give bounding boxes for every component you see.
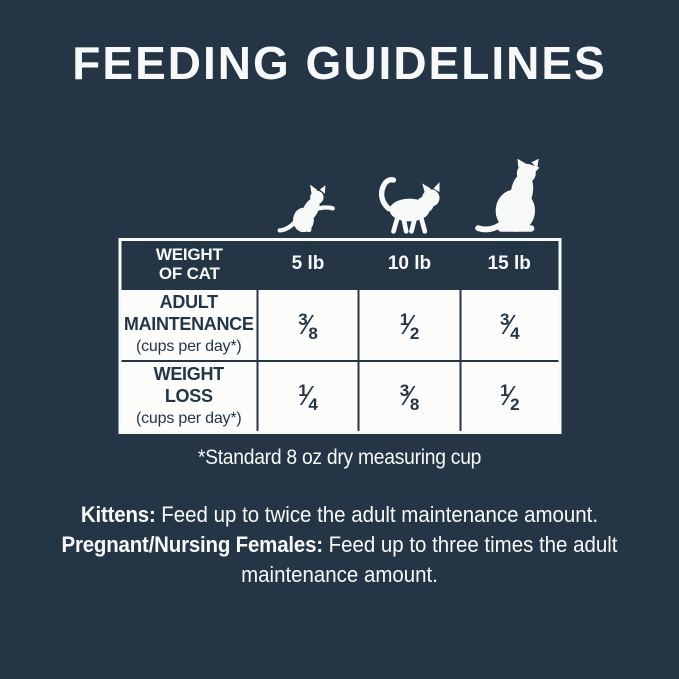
small-cat-icon (277, 184, 336, 233)
feeding-amount-cell: 3⁄8 (357, 359, 462, 434)
row-label-adult-maintenance: ADULT MAINTENANCE (cups per day*) (118, 287, 259, 362)
kittens-note: Kittens: Feed up to twice the adult main… (51, 500, 629, 530)
small-cat (256, 184, 357, 234)
cat-size-icons (256, 148, 560, 234)
kittens-note-text: Feed up to twice the adult maintenance a… (161, 502, 599, 527)
feeding-amount-cell: 1⁄2 (459, 359, 561, 434)
feeding-notes: Kittens: Feed up to twice the adult main… (51, 500, 629, 590)
feeding-amount-cell: 3⁄8 (256, 287, 360, 362)
page-title: FEEDING GUIDELINES (72, 37, 607, 89)
medium-cat (357, 170, 458, 234)
large-cat (459, 158, 560, 234)
feeding-amount-cell: 1⁄2 (357, 287, 462, 362)
large-cat-icon (475, 158, 540, 233)
feeding-amount-cell: 1⁄4 (256, 359, 360, 434)
column-header-5lb: 5 lb (257, 239, 359, 289)
table-row-weight-loss: WEIGHT LOSS (cups per day*) 1⁄4 3⁄8 1⁄2 (118, 359, 561, 434)
feeding-amount-cell: 3⁄4 (459, 287, 561, 362)
feeding-table: WEIGHT OF CAT 5 lb 10 lb 15 lb ADULT MAI… (118, 238, 561, 434)
pregnant-nursing-note-label: Pregnant/Nursing Females: (61, 532, 324, 557)
table-header-row: WEIGHT OF CAT 5 lb 10 lb 15 lb (119, 239, 560, 289)
pregnant-nursing-note: Pregnant/Nursing Females: Feed up to thr… (51, 530, 629, 590)
column-header-15lb: 15 lb (460, 239, 560, 289)
table-row-adult-maintenance: ADULT MAINTENANCE (cups per day*) 3⁄8 1⁄… (118, 287, 561, 362)
kittens-note-label: Kittens: (80, 502, 156, 527)
measuring-cup-footnote: *Standard 8 oz dry measuring cup (197, 446, 482, 469)
row-label-weight-loss: WEIGHT LOSS (cups per day*) (118, 359, 259, 434)
pregnant-nursing-note-text: Feed up to three times the adult mainten… (241, 532, 618, 587)
column-header-10lb: 10 lb (358, 239, 461, 289)
weight-of-cat-header: WEIGHT OF CAT (119, 239, 258, 289)
medium-cat-icon (379, 177, 440, 234)
